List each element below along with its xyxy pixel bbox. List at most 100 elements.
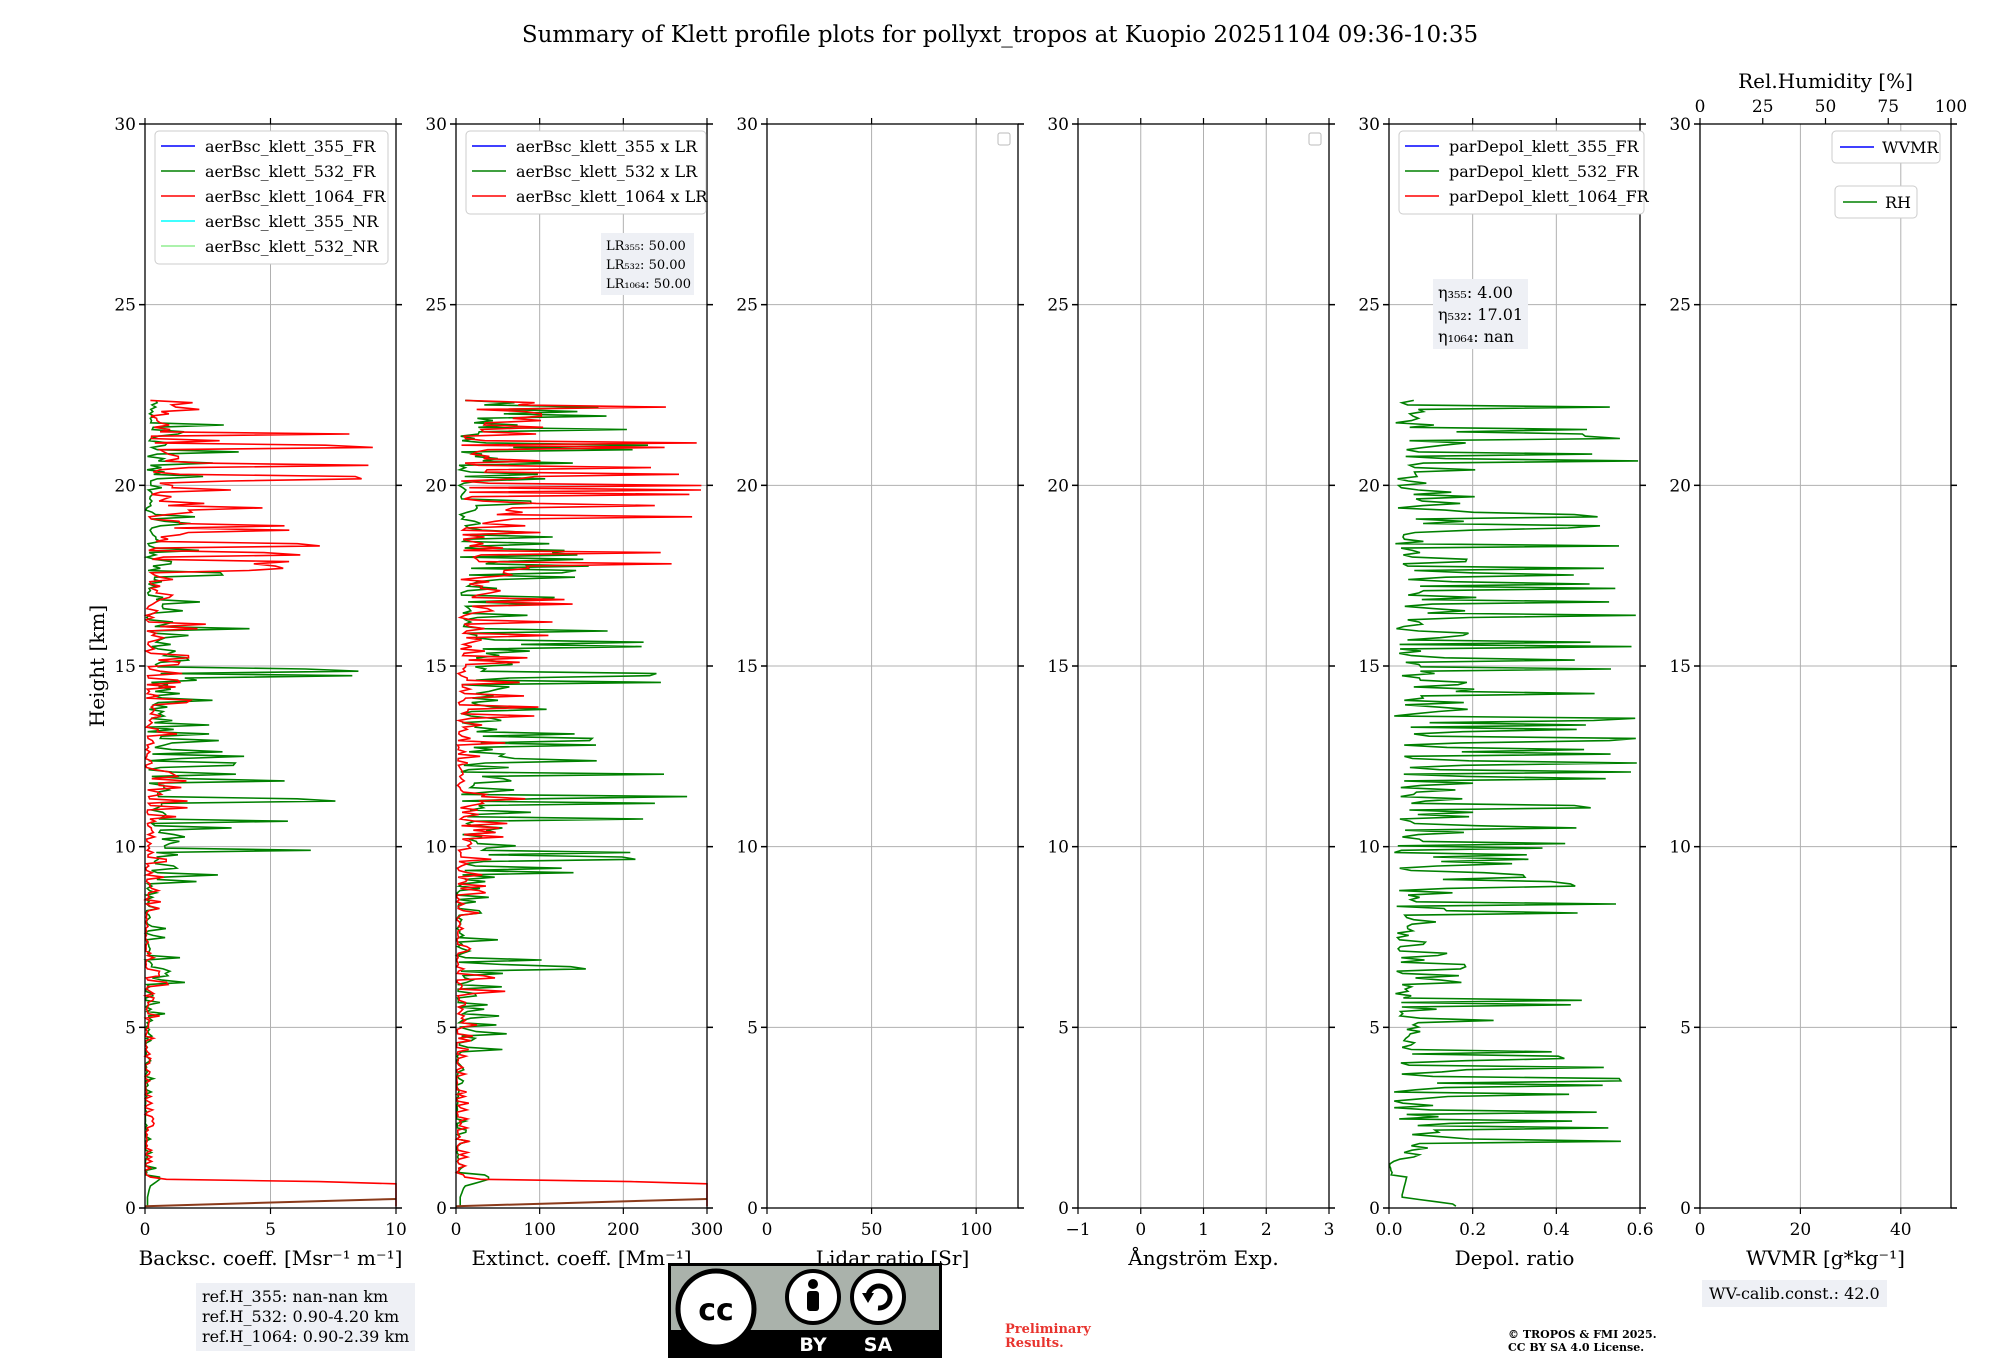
x-tick-label: 50 [861, 1220, 883, 1240]
eta-box [1433, 279, 1528, 349]
top-x-tick-label: 100 [1935, 97, 1967, 117]
y-tick-label: 5 [125, 1018, 136, 1038]
cc-by-sa-badge: cc BY SA [668, 1263, 942, 1358]
near-ground-profile [455, 1197, 708, 1208]
x-tick-label: 0 [1135, 1220, 1146, 1240]
legend-label: parDepol_klett_1064_FR [1449, 187, 1650, 206]
x-tick-label: 2 [1261, 1220, 1272, 1240]
lidar-ratio-box [601, 233, 694, 295]
top-x-tick-label: 25 [1752, 97, 1774, 117]
top-axis-label: Rel.Humidity [%] [1738, 69, 1913, 93]
y-tick-label: 25 [736, 296, 758, 316]
y-tick-label: 20 [1669, 476, 1691, 496]
x-tick-label: 3 [1324, 1220, 1335, 1240]
legend-box [1398, 130, 1645, 215]
legend-label: parDepol_klett_532_FR [1449, 162, 1640, 181]
legend-label: aerBsc_klett_532_FR [205, 162, 376, 181]
figure-title: Summary of Klett profile plots for polly… [521, 22, 1479, 48]
y-tick-label: 10 [114, 838, 136, 858]
y-tick-label: 10 [736, 838, 758, 858]
y-tick-label: 0 [1369, 1199, 1380, 1219]
y-tick-label: 10 [425, 838, 447, 858]
cc-icon-text: cc [698, 1293, 734, 1328]
legend-label: aerBsc_klett_532_NR [205, 237, 379, 256]
legend [1831, 130, 1941, 219]
preliminary-note: Preliminary Results. [1005, 1323, 1091, 1351]
y-tick-label: 25 [1047, 296, 1069, 316]
x-tick-label: −1 [1065, 1220, 1090, 1240]
legend [1398, 130, 1645, 215]
legend-box [1831, 130, 1941, 164]
copyright-note: © TROPOS & FMI 2025. CC BY SA 4.0 Licens… [1508, 1328, 1657, 1354]
x-tick-label: 0 [762, 1220, 773, 1240]
preliminary-line-2: Results. [1005, 1336, 1064, 1351]
y-tick-label: 20 [1047, 476, 1069, 496]
x-tick-label: 100 [523, 1220, 555, 1240]
empty-legend-box [1308, 132, 1322, 146]
y-tick-label: 25 [1669, 296, 1691, 316]
lidar-ratio-value: LR₃₅₅: 50.00 [606, 239, 686, 254]
copyright-line-1: © TROPOS & FMI 2025. [1508, 1328, 1657, 1341]
eta-value: η₃₅₅: 4.00 [1438, 283, 1513, 302]
top-x-tick-label: 50 [1815, 97, 1837, 117]
x-tick-label: 0.6 [1626, 1220, 1653, 1240]
top-x-tick-label: 75 [1877, 97, 1899, 117]
y-tick-label: 10 [1358, 838, 1380, 858]
x-tick-label: 0 [451, 1220, 462, 1240]
y-tick-label: 0 [1058, 1199, 1069, 1219]
x-axis-label: Depol. ratio [1455, 1246, 1575, 1270]
ref-height-355: ref.H_355: nan-nan km [202, 1287, 389, 1306]
y-tick-label: 0 [436, 1199, 447, 1219]
ref-height-1064: ref.H_1064: 0.90-2.39 km [202, 1327, 410, 1346]
legend-label: aerBsc_klett_1064 x LR [516, 187, 708, 206]
series-aerBsc_klett_1064 x LR [454, 399, 708, 1208]
legend-label: aerBsc_klett_355_NR [205, 212, 379, 231]
y-tick-label: 15 [1047, 657, 1069, 677]
x-axis-label: Ångström Exp. [1127, 1245, 1278, 1270]
cc-icon [675, 1268, 757, 1350]
legend-label: aerBsc_klett_1064_FR [205, 187, 387, 206]
x-axis-label: Backsc. coeff. [Msr⁻¹ m⁻¹] [139, 1246, 403, 1270]
y-tick-label: 30 [1047, 115, 1069, 135]
y-tick-label: 30 [736, 115, 758, 135]
eta-value: η₅₃₂: 17.01 [1438, 305, 1523, 324]
x-axis-label: WVMR [g*kg⁻¹] [1746, 1246, 1905, 1270]
legend-label: aerBsc_klett_532 x LR [516, 162, 698, 181]
y-tick-label: 30 [114, 115, 136, 135]
x-tick-label: 300 [691, 1220, 723, 1240]
profile-line [454, 399, 708, 1207]
series-aerBsc_klett_1064_FR [142, 399, 397, 1208]
legend [154, 130, 389, 265]
axes-frame [455, 123, 708, 1209]
y-tick-label: 25 [425, 296, 447, 316]
x-tick-label: 0 [1695, 1220, 1706, 1240]
wv-calib-box: WV-calib.const.: 42.0 [1702, 1280, 1887, 1307]
y-tick-label: 20 [114, 476, 136, 496]
legend-box [465, 130, 707, 215]
axes-frame [1388, 123, 1641, 1209]
top-x-tick-label: 0 [1695, 97, 1706, 117]
y-tick-label: 30 [425, 115, 447, 135]
y-axis-label: Height [km] [85, 605, 109, 727]
y-tick-label: 30 [1669, 115, 1691, 135]
near-ground-profile [144, 1197, 397, 1208]
legend-label: aerBsc_klett_355_FR [205, 137, 376, 156]
y-tick-label: 20 [736, 476, 758, 496]
series-parDepol_klett_532_FR [1388, 399, 1639, 1207]
y-tick-label: 0 [1680, 1199, 1691, 1219]
x-tick-label: 20 [1790, 1220, 1812, 1240]
reference-height-box: ref.H_355: nan-nan km ref.H_532: 0.90-4.… [196, 1283, 416, 1351]
legend [465, 130, 707, 215]
y-tick-label: 10 [1669, 838, 1691, 858]
axes-frame [1077, 123, 1330, 1209]
legend-label: parDepol_klett_355_FR [1449, 137, 1640, 156]
axes-frame [144, 123, 397, 1209]
x-axis-label: Extinct. coeff. [Mm⁻¹] [471, 1246, 691, 1270]
x-tick-label: 40 [1890, 1220, 1912, 1240]
y-tick-label: 0 [747, 1199, 758, 1219]
eta-value: η₁₀₆₄: nan [1438, 327, 1514, 346]
x-tick-label: 100 [960, 1220, 992, 1240]
sa-share-icon [850, 1269, 906, 1325]
by-label: BY [799, 1334, 826, 1356]
